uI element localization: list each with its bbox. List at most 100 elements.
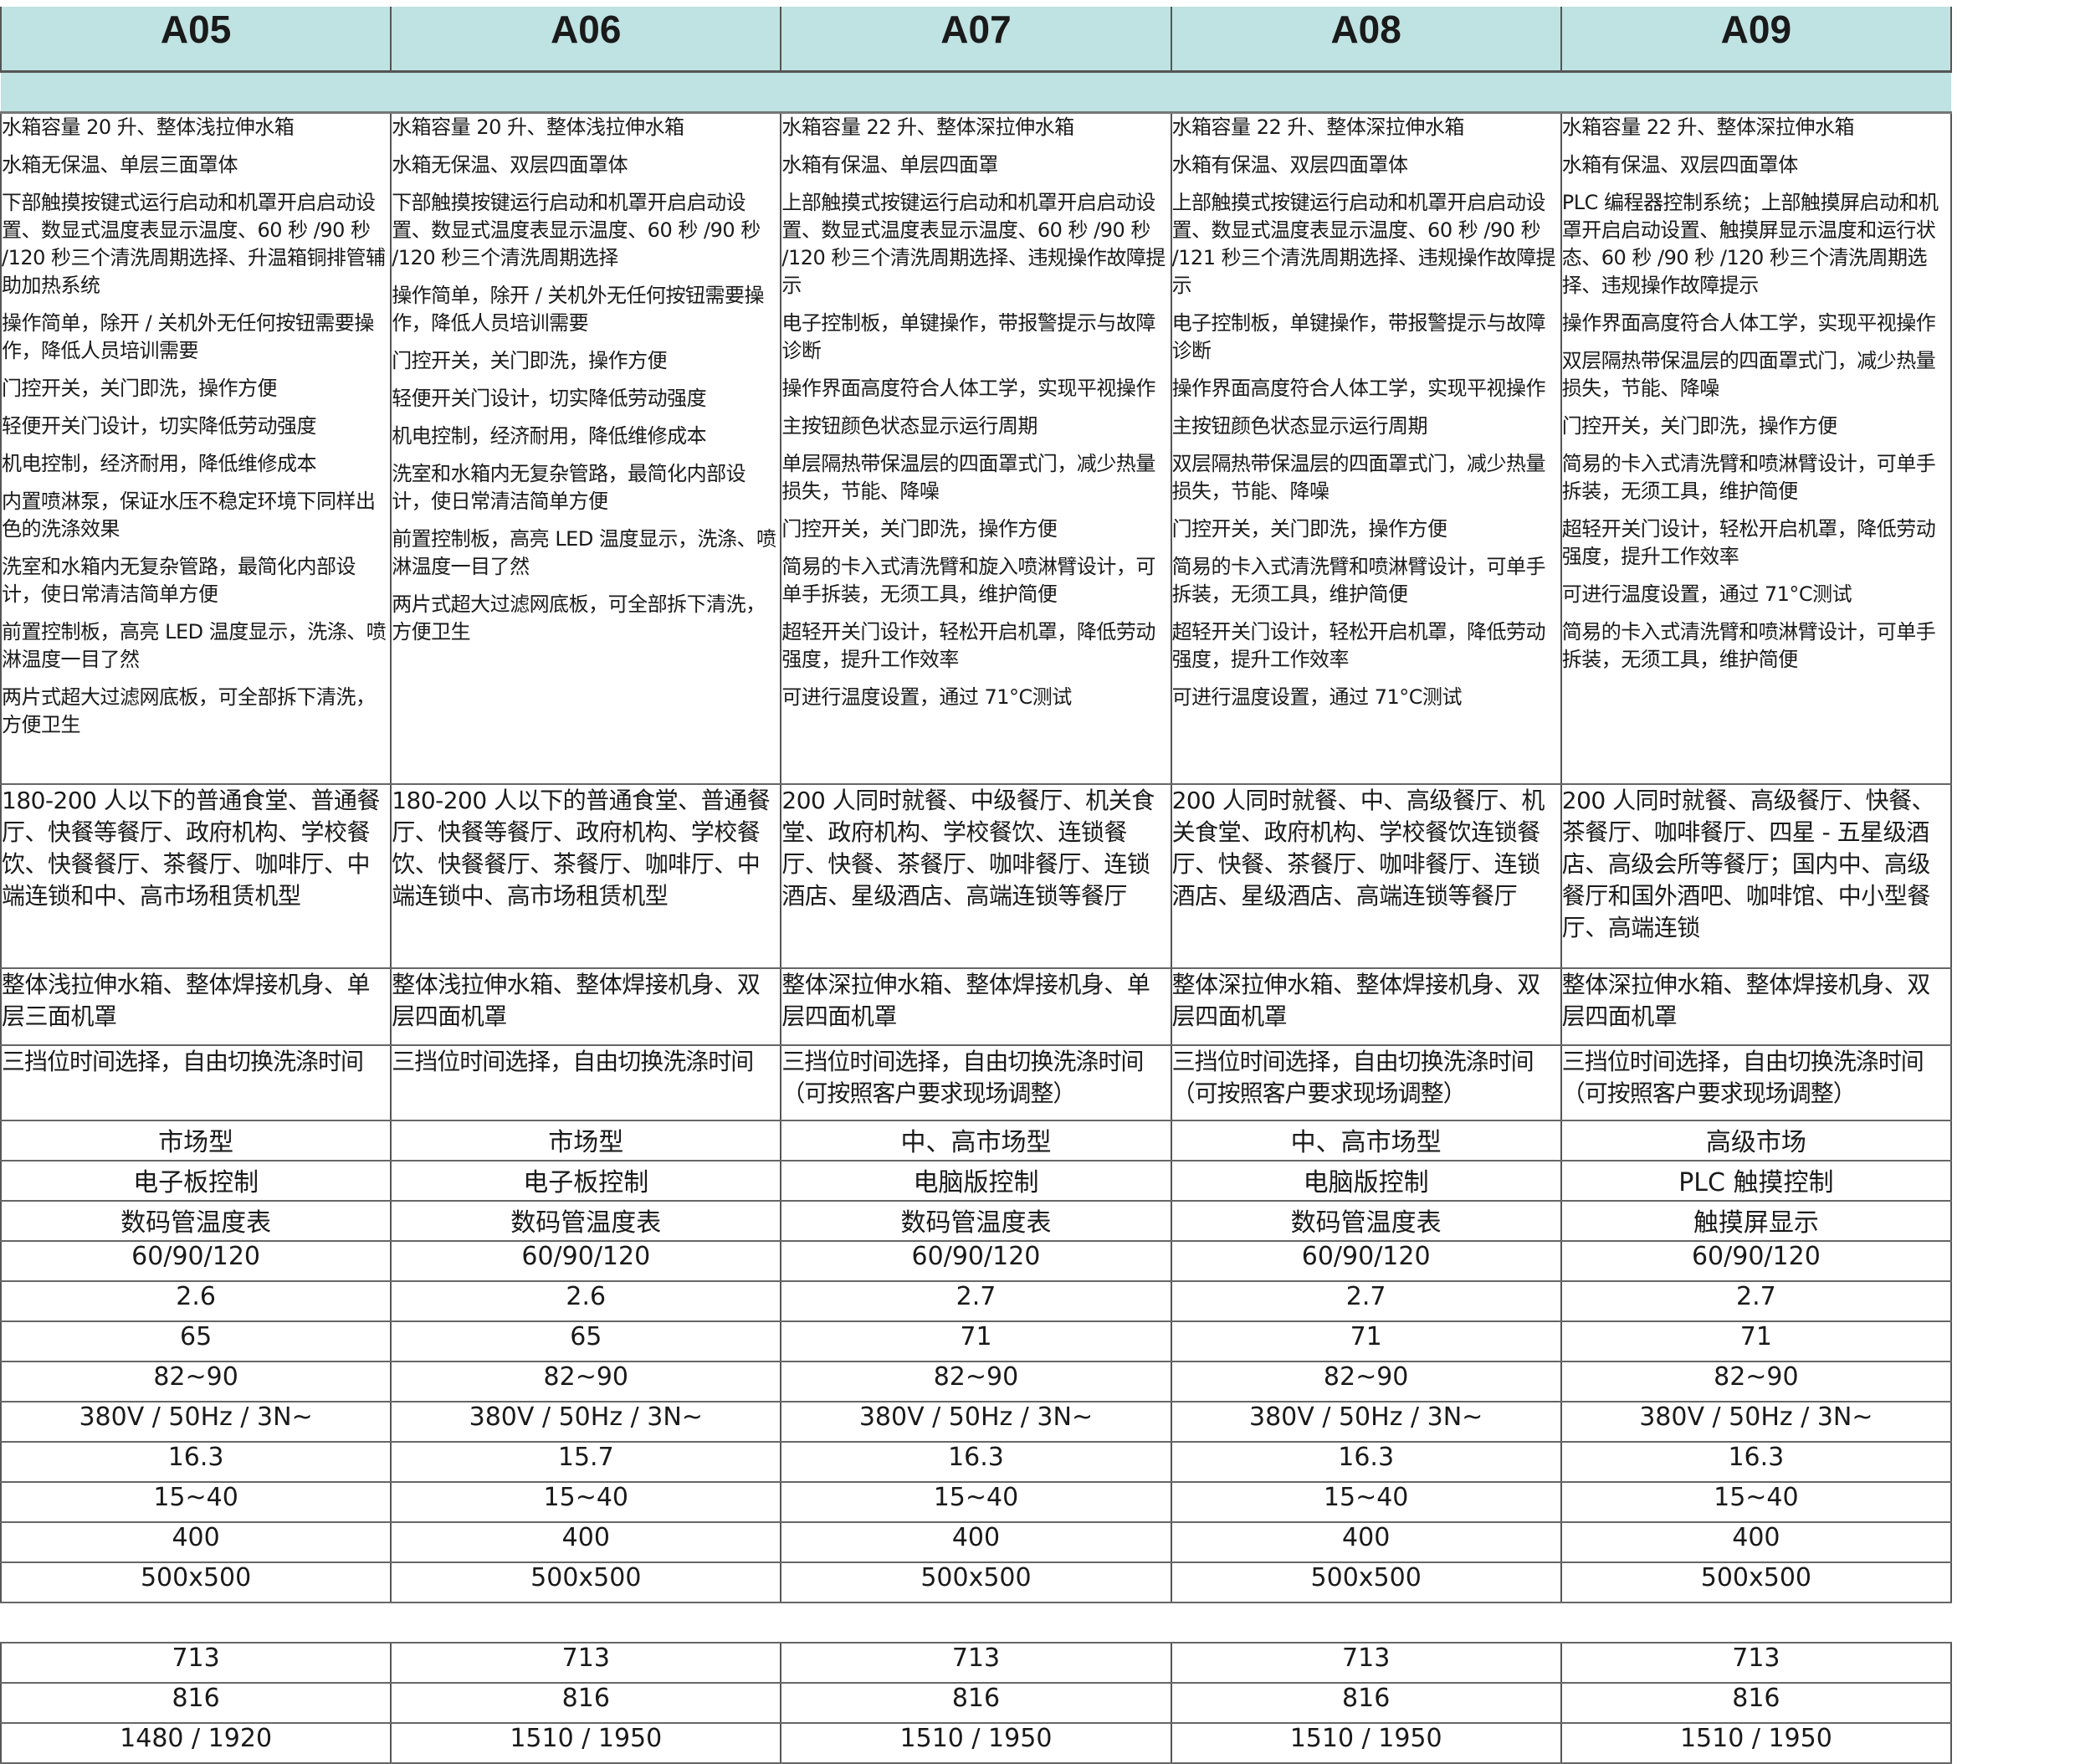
spec-value: 400 [780,1522,1172,1563]
spec-value: 16.3 [0,1442,392,1483]
spec-value: 500x500 [1560,1562,1953,1603]
feature-item: 上部触摸式按键运行启动和机罩开启启动设置、数显式温度表显示温度、60 秒 /90… [781,191,1166,297]
dimension-value: 1480 / 1920 [0,1723,392,1764]
feature-item: 可进行温度设置，通过 71°C测试 [1171,685,1463,709]
spacer-cell [1,1602,392,1643]
spec-value: 16.3 [1560,1442,1953,1483]
feature-item: 简易的卡入式清洗臂和喷淋臂设计，可单手拆装，无须工具，维护简便 [1561,452,1936,503]
application-cell: 200 人同时就餐、中级餐厅、机关食堂、政府机构、学校餐饮、连锁餐厅、快餐、茶餐… [780,784,1172,969]
feature-item: 门控开关，关门即洗，操作方便 [1171,517,1448,541]
header-row: A05 A06 A07 A08 A09 [0,7,1953,73]
section-band [1,71,1951,114]
spec-value: 71 [780,1321,1172,1362]
time-cell: 三挡位时间选择，自由切换洗涤时间 [0,1045,392,1121]
spec-value: 71 [1170,1321,1562,1362]
dimension-value: 713 [780,1643,1172,1684]
structure-cell: 整体浅拉伸水箱、整体焊接机身、双层四面机罩 [390,968,782,1046]
structure-cell: 整体深拉伸水箱、整体焊接机身、双层四面机罩 [1170,968,1562,1046]
feature-item: 主按钮颜色状态显示运行周期 [781,414,1038,438]
spec-value: 60/90/120 [0,1241,392,1282]
spec-row: 15~40 15~40 15~40 15~40 15~40 [0,1482,1953,1523]
spec-value: 400 [1560,1522,1953,1563]
feature-item: 上部触摸式按键运行启动和机罩开启启动设置、数显式温度表显示温度、60 秒 /90… [1171,191,1556,297]
spec-value: PLC 触摸控制 [1560,1161,1953,1202]
application-cell: 200 人同时就餐、高级餐厅、快餐、茶餐厅、咖啡餐厅、四星 - 五星级酒店、高级… [1560,784,1953,969]
spec-value: 82~90 [1170,1361,1562,1402]
spec-row: 82~90 82~90 82~90 82~90 82~90 [0,1361,1953,1402]
spacer-cell [1171,1602,1561,1643]
spec-row: 2.6 2.6 2.7 2.7 2.7 [0,1281,1953,1322]
spec-value: 2.7 [1560,1281,1953,1322]
band-cell [1560,71,1951,114]
dimension-value: 816 [390,1683,782,1724]
spec-value: 71 [1560,1321,1953,1362]
feature-item: 前置控制板，高亮 LED 温度显示，洗涤、喷淋温度一目了然 [2,620,387,671]
feature-item: 超轻开关门设计，轻松开启机罩，降低劳动强度，提升工作效率 [781,620,1155,671]
band-cell [1,71,392,114]
feature-item: 超轻开关门设计，轻松开启机罩，降低劳动强度，提升工作效率 [1561,517,1936,568]
spec-value: 2.6 [390,1281,782,1322]
feature-item: 两片式超大过滤网底板，可全部拆下清洗，方便卫生 [2,685,376,736]
spec-value: 电脑版控制 [1170,1161,1562,1202]
spec-row: 380V / 50Hz / 3N~ 380V / 50Hz / 3N~ 380V /… [0,1402,1953,1443]
spec-value: 380V / 50Hz / 3N~ [390,1402,782,1443]
spec-value: 市场型 [0,1120,392,1161]
spec-value: 数码管温度表 [1170,1201,1562,1242]
application-row: 180-200 人以下的普通食堂、普通餐厅、快餐等餐厅、政府机构、学校餐饮、快餐… [0,784,1953,969]
feature-item: 水箱容量 22 升、整体深拉伸水箱 [1561,115,1855,139]
feature-item: 水箱有保温、单层四面罩 [781,153,998,177]
spec-row: 电子板控制 电子板控制 电脑版控制 电脑版控制 PLC 触摸控制 [0,1161,1953,1202]
spec-value: 数码管温度表 [0,1201,392,1242]
time-cell: 三挡位时间选择，自由切换洗涤时间（可按照客户要求现场调整） [780,1045,1172,1121]
feature-item: 两片式超大过滤网底板，可全部拆下清洗，方便卫生 [392,592,766,644]
dimension-row: 713 713 713 713 713 [0,1643,1953,1684]
spec-value: 15~40 [780,1482,1172,1523]
feature-item: PLC 编程器控制系统；上部触摸屏启动和机罩开启启动设置、触摸屏显示温度和运行状… [1561,191,1939,297]
spec-row: 60/90/120 60/90/120 60/90/120 60/90/120 60/9… [0,1241,1953,1282]
spec-row: 数码管温度表 数码管温度表 数码管温度表 数码管温度表 触摸屏显示 [0,1201,1953,1242]
application-cell: 200 人同时就餐、中、高级餐厅、机关食堂、政府机构、学校餐饮连锁餐厅、快餐、茶… [1170,784,1562,969]
feature-item: 单层隔热带保温层的四面罩式门，减少热量损失，节能、降噪 [781,452,1155,503]
spec-value: 15~40 [1560,1482,1953,1523]
time-cell: 三挡位时间选择，自由切换洗涤时间（可按照客户要求现场调整） [1560,1045,1953,1121]
dimension-row: 816 816 816 816 816 [0,1683,1953,1724]
spec-table: A05 A06 A07 A08 A09 水箱容量 20 升、整体浅拉伸水箱 水箱无保温、单层… [0,7,1953,1764]
feature-item: 电子控制板，单键操作，带报警提示与故障诊断 [1171,311,1546,362]
band-cell [1171,71,1561,114]
feature-item: 操作界面高度符合人体工学，实现平视操作 [781,377,1155,400]
features-row: 水箱容量 20 升、整体浅拉伸水箱 水箱无保温、单层三面罩体 下部触摸按键式运行启动… [0,112,1953,785]
feature-item: 门控开关，关门即洗，操作方便 [392,349,668,372]
spec-value: 15.7 [390,1442,782,1483]
feature-item: 水箱容量 22 升、整体深拉伸水箱 [781,115,1074,139]
feature-item: 操作界面高度符合人体工学，实现平视操作 [1561,311,1936,335]
band-cell [391,71,781,114]
feature-item: 操作简单，除开 / 关机外无任何按钮需要操作，降低人员培训需要 [392,284,765,335]
dimension-value: 713 [1170,1643,1562,1684]
feature-item: 超轻开关门设计，轻松开启机罩，降低劳动强度，提升工作效率 [1171,620,1546,671]
dimension-value: 1510 / 1950 [1560,1723,1953,1764]
spec-value: 400 [390,1522,782,1563]
spec-value: 400 [1170,1522,1562,1563]
feature-item: 水箱容量 20 升、整体浅拉伸水箱 [392,115,684,139]
band-cell [781,71,1171,114]
time-cell: 三挡位时间选择，自由切换洗涤时间 [390,1045,782,1121]
spec-value: 500x500 [390,1562,782,1603]
spec-row: 65 65 71 71 71 [0,1321,1953,1362]
time-row: 三挡位时间选择，自由切换洗涤时间 三挡位时间选择，自由切换洗涤时间 三挡位时间选择，… [0,1045,1953,1121]
feature-item: 电子控制板，单键操作，带报警提示与故障诊断 [781,311,1155,362]
spec-value: 380V / 50Hz / 3N~ [0,1402,392,1443]
feature-item: 轻便开关门设计，切实降低劳动强度 [392,387,707,410]
feature-item: 操作简单，除开 / 关机外无任何按钮需要操作，降低人员培训需要 [2,311,374,362]
dimension-value: 1510 / 1950 [780,1723,1172,1764]
feature-item: 门控开关，关门即洗，操作方便 [781,517,1058,541]
spacer-cell [781,1602,1171,1643]
feature-item: 双层隔热带保温层的四面罩式门，减少热量损失，节能、降噪 [1171,452,1546,503]
spacer-cell [1560,1602,1951,1643]
spec-value: 380V / 50Hz / 3N~ [780,1402,1172,1443]
feature-item: 机电控制，经济耐用，降低维修成本 [2,452,317,475]
dimension-value: 1510 / 1950 [1170,1723,1562,1764]
spec-value: 2.7 [780,1281,1172,1322]
spec-value: 数码管温度表 [390,1201,782,1242]
model-name: A08 [1170,7,1562,73]
feature-item: 主按钮颜色状态显示运行周期 [1171,414,1428,438]
